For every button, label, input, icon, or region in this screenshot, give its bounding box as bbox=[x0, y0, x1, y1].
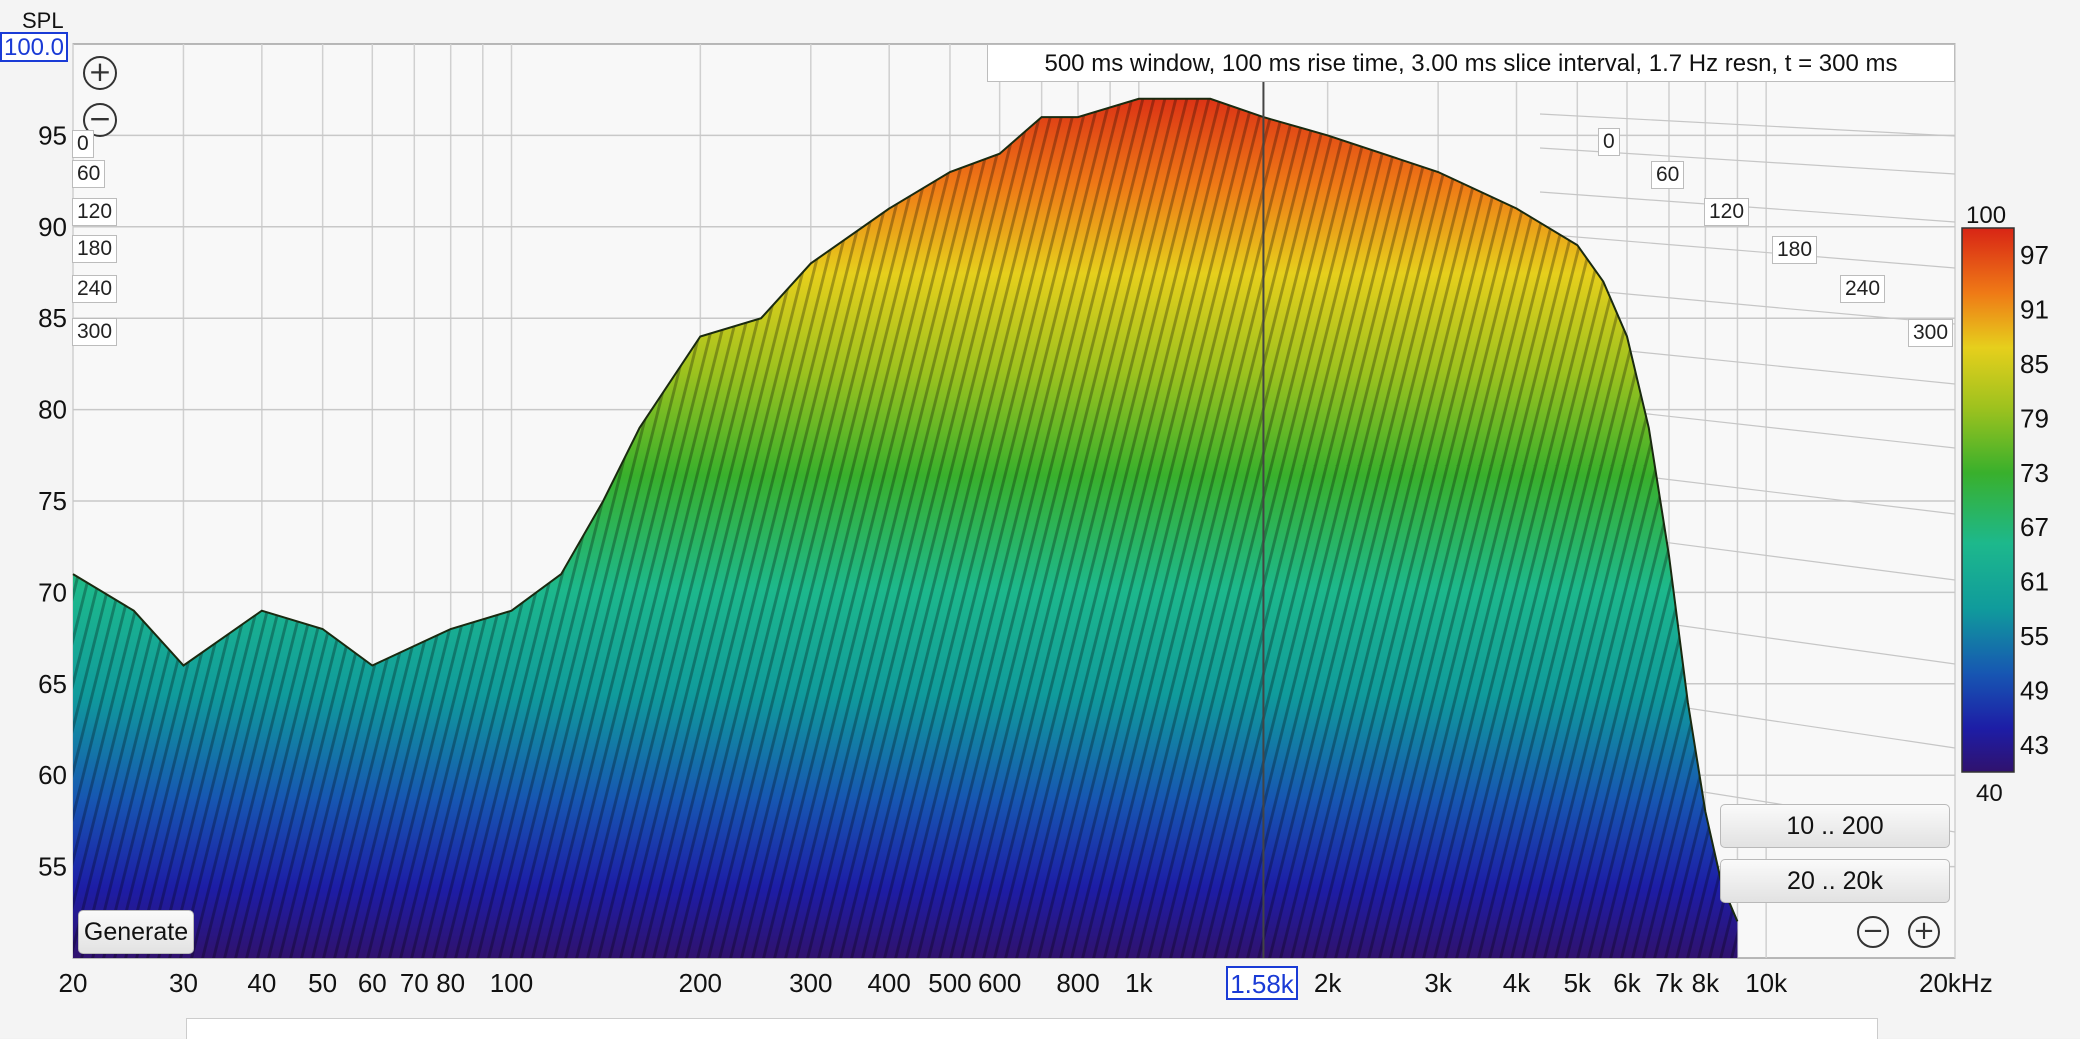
x-tick-label: 3k bbox=[1424, 968, 1452, 998]
time-label-front-180: 180 bbox=[1772, 236, 1818, 264]
time-label-front-60: 60 bbox=[1651, 161, 1685, 189]
time-axis-guide bbox=[1539, 233, 1956, 269]
color-scale-tick-label: 97 bbox=[2020, 240, 2049, 270]
x-tick-label: 8k bbox=[1692, 968, 1720, 998]
x-tick-label: 200 bbox=[679, 968, 722, 998]
color-scale-tick-label: 67 bbox=[2020, 512, 2049, 542]
time-label-back-300: 300 bbox=[72, 318, 118, 346]
color-scale-tick-label: 73 bbox=[2020, 458, 2049, 488]
zoom-in-icon[interactable]: + bbox=[83, 56, 117, 90]
x-tick-label: 60 bbox=[358, 968, 387, 998]
time-axis-guide bbox=[1539, 113, 1956, 137]
color-scale-tick-label: 79 bbox=[2020, 403, 2049, 433]
color-scale-tick-label: 85 bbox=[2020, 349, 2049, 379]
color-scale-max: 100 bbox=[1966, 202, 2007, 229]
color-scale-tick-label: 55 bbox=[2020, 621, 2049, 651]
waterfall-settings-caption: 500 ms window, 100 ms rise time, 3.00 ms… bbox=[987, 44, 1955, 82]
x-tick-label: 5k bbox=[1564, 968, 1592, 998]
range-20-20k-button[interactable]: 20 .. 20k bbox=[1720, 859, 1950, 903]
x-tick-label: 7k bbox=[1655, 968, 1683, 998]
time-axis-guide bbox=[1539, 285, 1956, 325]
x-tick-label: 6k bbox=[1613, 968, 1641, 998]
x-tick-label: 40 bbox=[247, 968, 276, 998]
y-tick-label: 90 bbox=[38, 212, 67, 242]
y-tick-label: 70 bbox=[38, 577, 67, 607]
time-zoom-in-icon[interactable]: + bbox=[1908, 916, 1940, 948]
color-scale-tick-label: 61 bbox=[2020, 567, 2049, 597]
x-tick-label: 10k bbox=[1745, 968, 1788, 998]
y-tick-label: 95 bbox=[38, 120, 67, 150]
time-label-back-120: 120 bbox=[72, 198, 118, 226]
x-tick-label: 1k bbox=[1125, 968, 1153, 998]
x-tick-label: 600 bbox=[978, 968, 1021, 998]
time-label-back-180: 180 bbox=[72, 235, 118, 263]
x-tick-label: 800 bbox=[1056, 968, 1099, 998]
x-tick-label: 400 bbox=[867, 968, 910, 998]
time-label-back-0: 0 bbox=[72, 130, 94, 158]
time-zoom-out-icon[interactable]: − bbox=[1857, 916, 1889, 948]
x-tick-label: 4k bbox=[1503, 968, 1531, 998]
color-scale-tick-label: 49 bbox=[2020, 675, 2049, 705]
y-tick-label: 80 bbox=[38, 395, 67, 425]
x-tick-label: 20kHz bbox=[1919, 968, 1993, 998]
y-axis-label: SPL bbox=[22, 8, 64, 33]
time-label-front-120: 120 bbox=[1704, 198, 1750, 226]
y-tick-label: 85 bbox=[38, 303, 67, 333]
waterfall-slice-shading bbox=[73, 98, 1738, 959]
trace-legend-strip bbox=[186, 1018, 1878, 1039]
time-label-back-60: 60 bbox=[72, 160, 106, 188]
time-label-back-240: 240 bbox=[72, 275, 118, 303]
y-max-input[interactable]: 100.0 bbox=[0, 32, 68, 62]
y-tick-label: 75 bbox=[38, 486, 67, 516]
y-tick-label: 65 bbox=[38, 669, 67, 699]
x-tick-label: 70 bbox=[400, 968, 429, 998]
x-tick-label: 80 bbox=[436, 968, 465, 998]
x-tick-label: 30 bbox=[169, 968, 198, 998]
x-tick-label: 500 bbox=[928, 968, 971, 998]
y-tick-label: 60 bbox=[38, 760, 67, 790]
y-tick-label: 55 bbox=[38, 852, 67, 882]
x-tick-label: 20 bbox=[59, 968, 88, 998]
time-label-front-300: 300 bbox=[1908, 319, 1954, 347]
x-tick-label: 50 bbox=[308, 968, 337, 998]
time-label-front-0: 0 bbox=[1598, 128, 1620, 156]
zoom-out-icon[interactable]: − bbox=[83, 103, 117, 137]
time-label-front-240: 240 bbox=[1840, 275, 1886, 303]
x-tick-label: 100 bbox=[490, 968, 533, 998]
x-tick-label: 300 bbox=[789, 968, 832, 998]
color-scale-tick-label: 43 bbox=[2020, 730, 2049, 760]
color-scale-min: 40 bbox=[1976, 780, 2003, 807]
x-tick-label: 2k bbox=[1314, 968, 1342, 998]
color-scale-tick-label: 91 bbox=[2020, 295, 2049, 325]
frequency-cursor-readout[interactable]: 1.58k bbox=[1226, 966, 1298, 1000]
color-scale-bar bbox=[1961, 227, 2015, 773]
generate-button[interactable]: Generate bbox=[78, 910, 194, 954]
range-10-200-button[interactable]: 10 .. 200 bbox=[1720, 804, 1950, 848]
waterfall-envelope-line bbox=[72, 97, 1739, 922]
